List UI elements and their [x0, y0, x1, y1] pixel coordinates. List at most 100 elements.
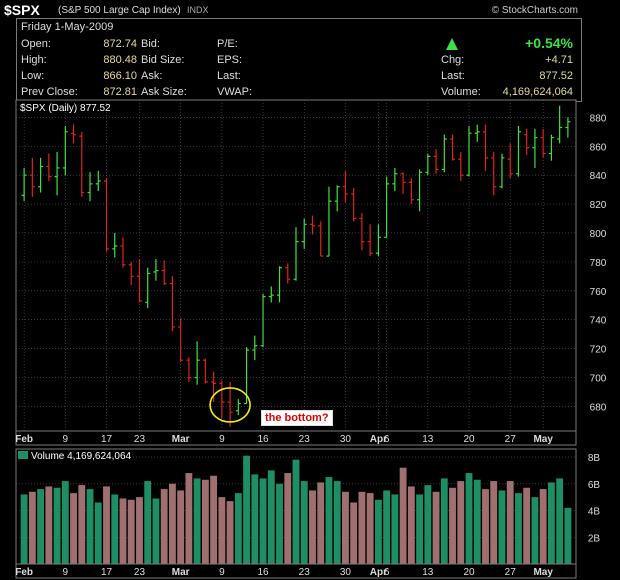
volume-tick-label: 4B	[588, 507, 601, 518]
price-date-label: Apr	[370, 434, 387, 445]
volume-bar	[374, 499, 382, 564]
volume-bar	[457, 481, 465, 564]
volume-tick-label: 8B	[588, 453, 601, 464]
volume-bar	[267, 470, 275, 564]
volume-bar	[111, 494, 119, 564]
pe-label: P/E:	[217, 38, 238, 50]
volume-date-label: Feb	[15, 567, 33, 578]
volume-bar	[358, 491, 366, 564]
price-tick-label: 700	[590, 374, 607, 385]
volume-bar	[94, 502, 102, 564]
volume-bar	[482, 489, 489, 564]
volume-bar	[234, 493, 242, 564]
bid-size-label: Bid Size:	[141, 54, 185, 66]
volume-date-label: 27	[505, 567, 517, 578]
price-date-label: 9	[63, 434, 69, 445]
volume-bar	[45, 486, 53, 564]
volume-bar	[86, 489, 94, 564]
volume-bar	[284, 473, 292, 564]
volume-bar	[28, 491, 36, 564]
volume-bar	[325, 477, 333, 564]
price-date-label: 27	[505, 434, 517, 445]
volume-bar	[531, 497, 539, 564]
volume-bar	[160, 489, 168, 564]
volume-bar	[539, 489, 547, 564]
price-tick-label: 720	[590, 345, 607, 356]
volume-bar	[473, 479, 481, 564]
volume-bar	[515, 493, 522, 564]
volume-bar	[70, 493, 77, 564]
last-price-value: 877.52	[539, 70, 573, 82]
price-date-label: May	[533, 434, 553, 445]
volume-date-label: 20	[463, 567, 475, 578]
volume-date-label: Apr	[370, 567, 387, 578]
price-date-label: 20	[463, 434, 475, 445]
volume-date-label: 17	[101, 567, 113, 578]
exchange-label: INDX	[187, 5, 209, 15]
volume-bar	[350, 502, 358, 564]
volume-bar	[333, 481, 341, 564]
volume-bar	[136, 497, 143, 564]
last-label: Last:	[217, 70, 241, 82]
volume-date-label: Mar	[172, 567, 190, 578]
volume-bar	[465, 473, 473, 564]
price-tick-label: 880	[590, 113, 607, 124]
volume-bar	[127, 499, 135, 564]
high-label: High:	[21, 54, 47, 66]
price-tick-label: 860	[590, 142, 607, 153]
symbol-title: $SPX	[4, 2, 40, 18]
volume-bar	[276, 483, 283, 564]
volume-bar	[259, 478, 267, 564]
low-label: Low:	[21, 70, 45, 82]
volume-bar	[383, 490, 391, 564]
volume-bar	[300, 481, 308, 564]
volume-bar	[416, 494, 424, 564]
volume-bar	[399, 467, 407, 564]
volume-bar	[342, 491, 349, 564]
source-credit[interactable]: © StockCharts.com	[491, 5, 578, 16]
volume-bar	[317, 482, 325, 564]
index-name: (S&P 500 Large Cap Index)	[58, 5, 181, 16]
volume-bar	[440, 478, 448, 564]
volume-bar	[61, 481, 69, 564]
volume-bar	[366, 493, 374, 564]
volume-bar	[177, 490, 185, 564]
volume-bar	[564, 507, 572, 564]
price-tick-label: 740	[590, 316, 607, 327]
volume-bar	[424, 485, 432, 564]
ask-label: Ask:	[141, 70, 163, 82]
annotation-callout: the bottom?	[261, 410, 333, 426]
volume-bar	[53, 487, 61, 564]
up-arrow-icon	[446, 38, 458, 50]
chg-label: Chg:	[441, 54, 465, 66]
volume-bar	[152, 498, 160, 564]
volume-date-label: 23	[299, 567, 311, 578]
price-date-label: 16	[257, 434, 269, 445]
price-date-label: 17	[101, 434, 113, 445]
volume-label: Volume:	[441, 86, 481, 98]
price-tick-label: 780	[590, 258, 607, 269]
volume-date-label: May	[533, 567, 553, 578]
volume-bar	[119, 498, 127, 564]
volume-bar	[210, 475, 218, 564]
volume-bar	[407, 486, 415, 564]
quote-date: Friday 1-May-2009	[21, 21, 114, 33]
price-date-label: 23	[299, 434, 311, 445]
volume-date-label: 9	[63, 567, 69, 578]
price-tick-label: 840	[590, 171, 607, 182]
volume-value: 4,169,624,064	[502, 86, 573, 98]
volume-bar	[103, 486, 110, 564]
volume-bar	[20, 494, 28, 564]
volume-bar	[449, 487, 456, 564]
volume-tick-label: 2B	[588, 533, 601, 544]
price-date-axis	[15, 430, 577, 446]
price-date-label: Feb	[15, 434, 33, 445]
last-price-label: Last:	[441, 70, 465, 82]
price-date-label: 30	[340, 434, 352, 445]
volume-bar	[547, 482, 555, 564]
bid-label: Bid:	[141, 38, 160, 50]
volume-bar	[432, 491, 440, 564]
volume-date-label: 23	[134, 567, 146, 578]
price-date-label: 9	[219, 434, 225, 445]
volume-bar	[292, 459, 300, 564]
